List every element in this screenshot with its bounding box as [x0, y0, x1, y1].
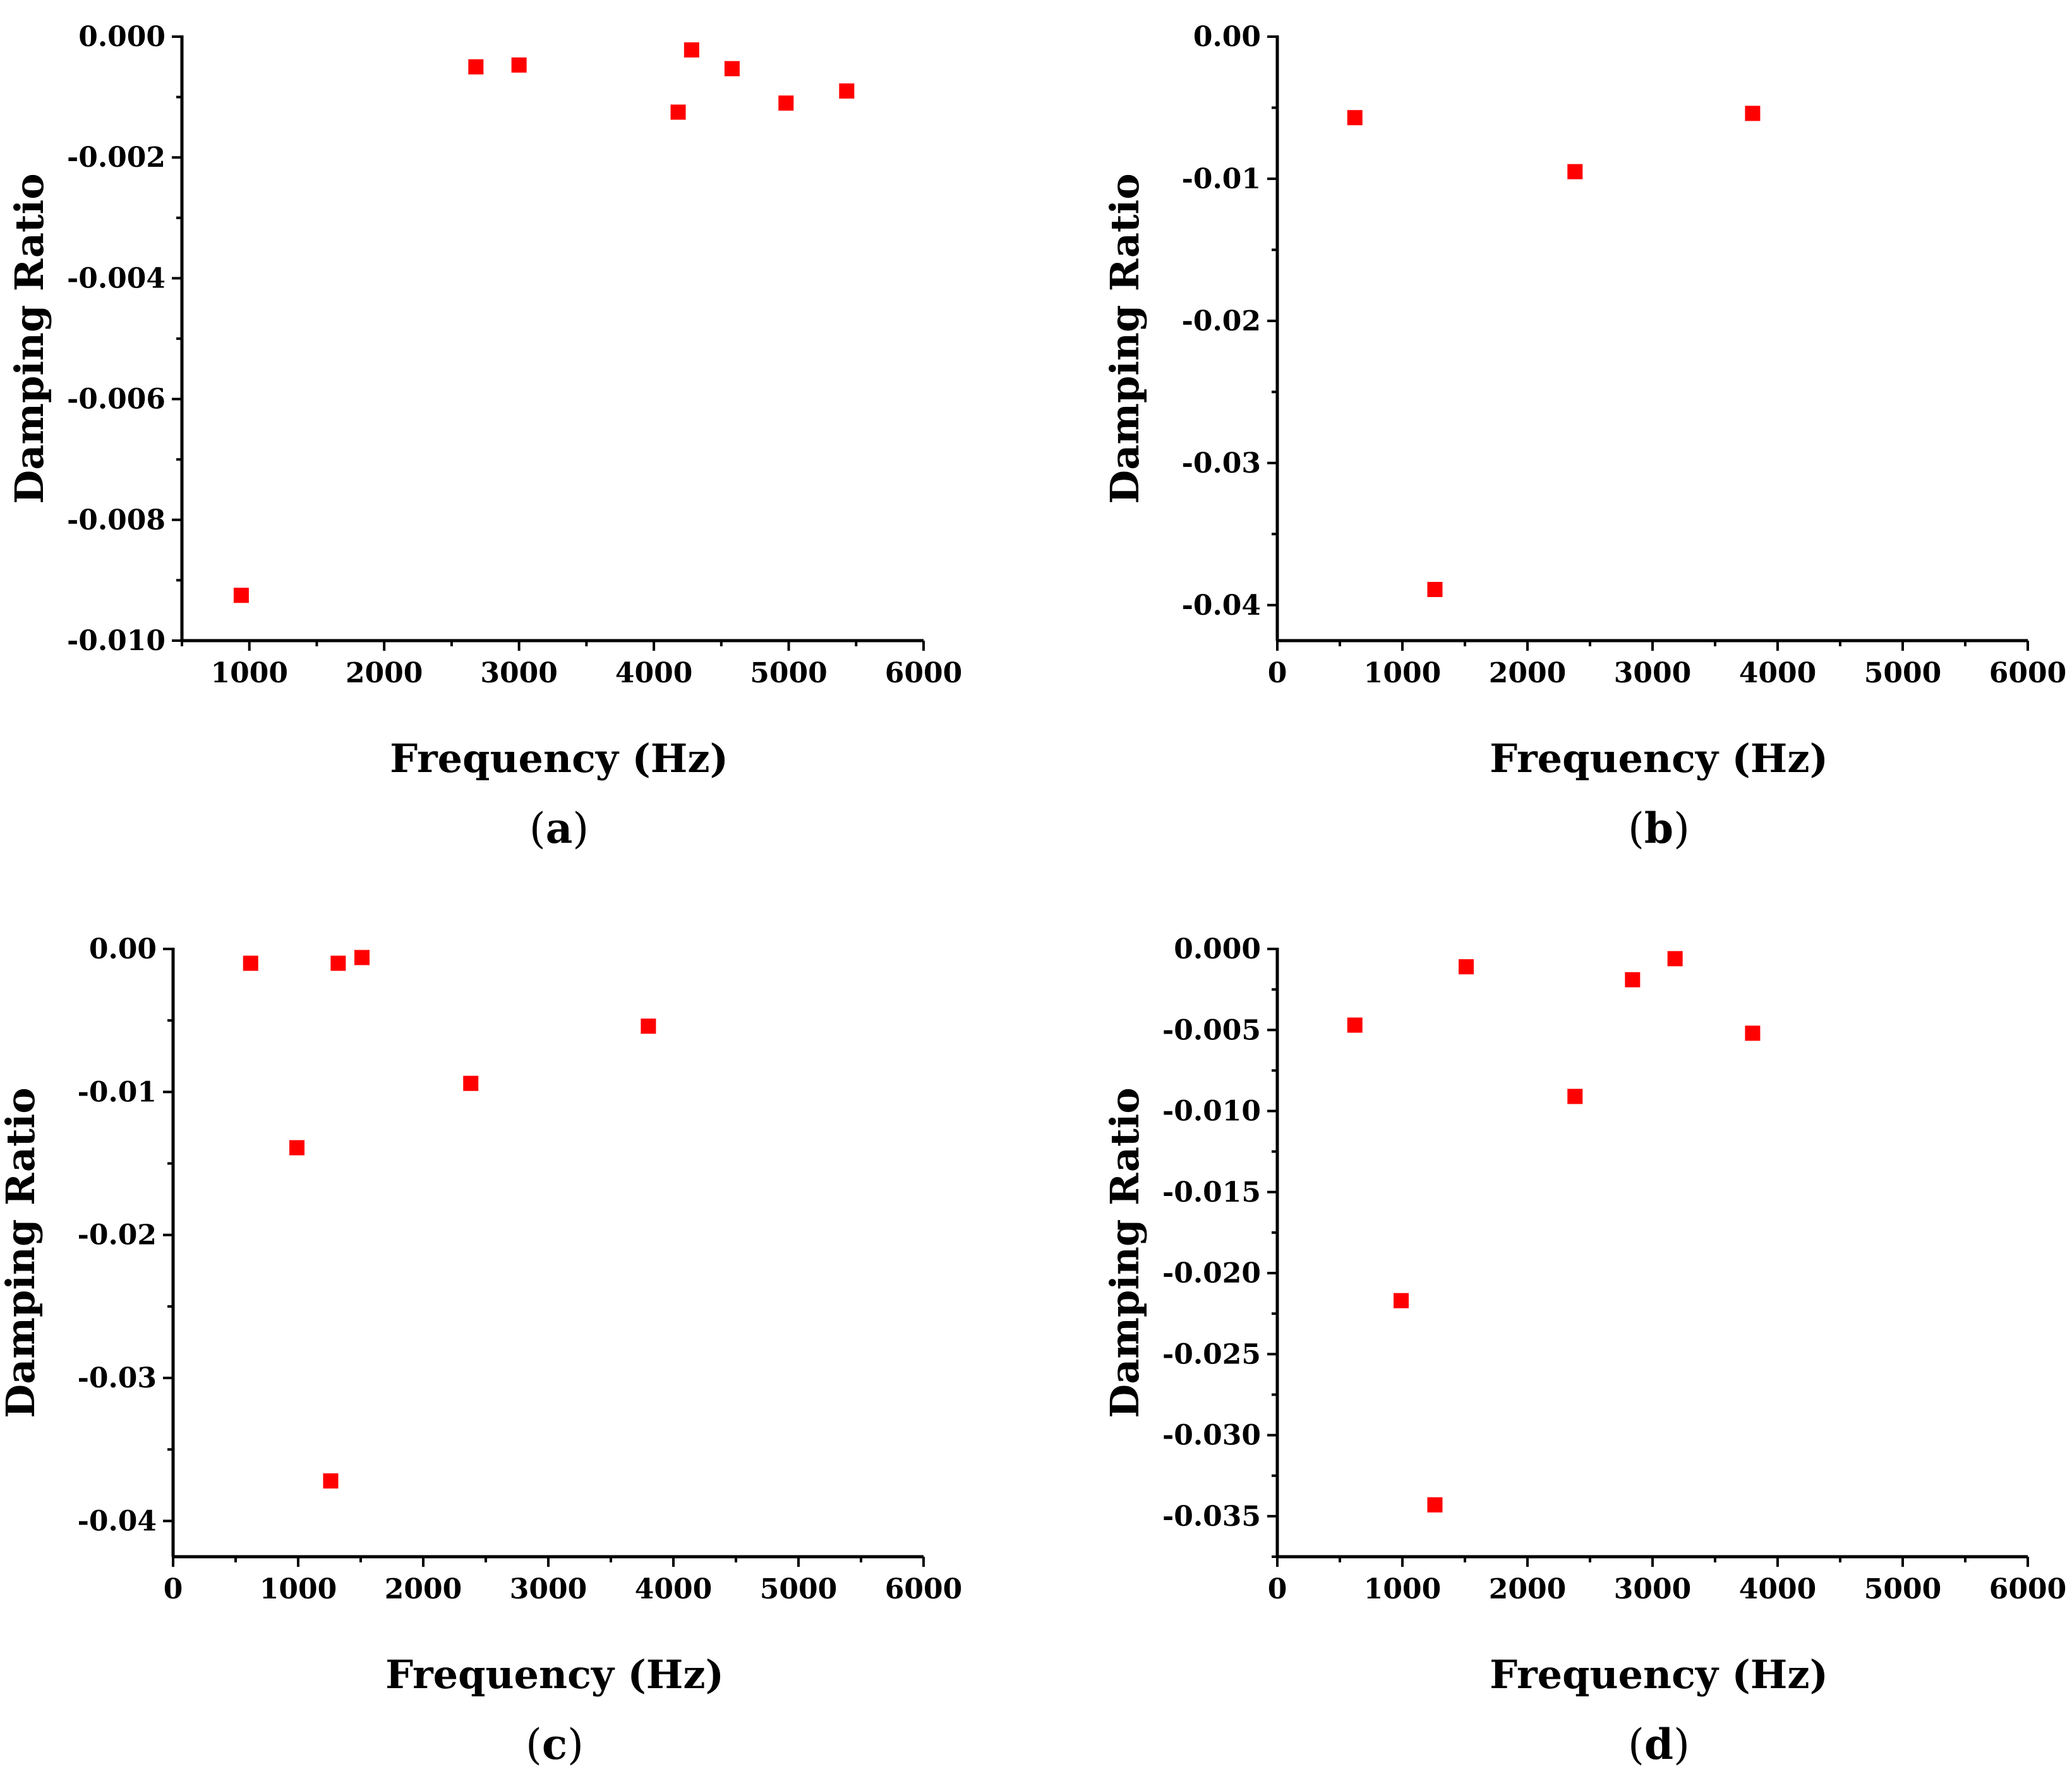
y-tick-label: -0.010: [1162, 1096, 1261, 1128]
data-point: [330, 955, 346, 971]
x-tick-label: 6000: [885, 1573, 962, 1605]
y-tick-label: -0.035: [1162, 1500, 1261, 1533]
y-tick-label: 0.00: [1193, 21, 1261, 53]
data-point: [289, 1140, 305, 1156]
data-point: [1745, 1025, 1761, 1041]
data-point: [1567, 1089, 1583, 1104]
x-tick-label: 4000: [635, 1573, 712, 1605]
x-tick-label: 4000: [1739, 1573, 1816, 1605]
data-point: [670, 104, 686, 120]
x-axis-title: Frequency (Hz): [390, 735, 728, 782]
y-tick-label: -0.025: [1162, 1338, 1261, 1370]
x-tick-label: 3000: [1614, 1573, 1691, 1605]
y-tick-label: -0.02: [78, 1219, 157, 1252]
x-tick-label: 6000: [885, 657, 962, 689]
data-point: [1458, 959, 1474, 975]
x-tick-label: 1000: [210, 657, 287, 689]
y-tick-label: 0.000: [78, 21, 166, 53]
y-axis-title: Damping Ratio: [1102, 1087, 1148, 1418]
data-point: [684, 42, 699, 58]
data-point: [468, 59, 484, 75]
y-tick-label: -0.002: [67, 142, 166, 174]
data-point: [839, 83, 855, 99]
data-point: [354, 950, 370, 965]
x-tick-label: 5000: [1864, 657, 1941, 689]
data-point: [243, 955, 258, 971]
y-tick-label: -0.006: [67, 383, 166, 416]
data-point: [1567, 164, 1583, 179]
y-tick-label: 0.00: [89, 933, 157, 965]
panel-d: 0 1000 2000 3000 4000 5000 6000 0.000 -0.005 -0.0…: [1102, 933, 2066, 1769]
data-point: [1394, 1293, 1409, 1308]
y-tick-label: -0.015: [1162, 1176, 1261, 1209]
data-point: [511, 57, 527, 73]
x-tick-label: 3000: [510, 1573, 587, 1605]
x-axis-title: Frequency (Hz): [1490, 735, 1828, 782]
x-tick-label: 6000: [1989, 1573, 2066, 1605]
y-axis-title: Damping Ratio: [6, 173, 52, 504]
data-point: [1347, 110, 1363, 126]
y-axis-title: Damping Ratio: [1102, 173, 1148, 504]
x-tick-label: 0: [1268, 1573, 1287, 1605]
y-tick-label: -0.02: [1182, 305, 1261, 337]
data-point: [1625, 972, 1641, 987]
y-tick-label: -0.03: [78, 1362, 157, 1394]
y-tick-label: -0.020: [1162, 1257, 1261, 1289]
y-tick-label: -0.01: [78, 1076, 157, 1108]
x-axis-title: Frequency (Hz): [1490, 1651, 1828, 1698]
panel-label: (d): [1628, 1720, 1690, 1769]
x-tick-label: 1000: [1364, 1573, 1441, 1605]
data-point: [233, 588, 249, 603]
panel-c: 0 1000 2000 3000 4000 5000 6000 0.00 -0.01 -0.02 -…: [0, 933, 962, 1769]
x-tick-label: 3000: [1614, 657, 1691, 689]
y-tick-label: -0.005: [1162, 1014, 1261, 1046]
data-point: [1667, 951, 1683, 967]
data-point: [463, 1075, 479, 1091]
x-tick-label: 1000: [260, 1573, 337, 1605]
y-tick-label: -0.03: [1182, 447, 1261, 480]
x-tick-label: 4000: [1739, 657, 1816, 689]
y-tick-label: -0.01: [1182, 163, 1261, 195]
x-tick-label: 2000: [346, 657, 423, 689]
x-tick-label: 1000: [1364, 657, 1441, 689]
data-point: [1347, 1017, 1363, 1033]
panel-label: (b): [1628, 804, 1690, 853]
data-point: [1427, 1497, 1443, 1512]
panel-b: 0 1000 2000 3000 4000 5000 6000 0.00 -0.01 -0.02 -…: [1102, 21, 2066, 853]
x-tick-label: 3000: [480, 657, 557, 689]
y-tick-label: -0.004: [67, 262, 166, 294]
x-tick-label: 5000: [1864, 1573, 1941, 1605]
y-tick-label: -0.030: [1162, 1420, 1261, 1452]
x-tick-label: 2000: [1489, 657, 1566, 689]
x-tick-label: 4000: [615, 657, 692, 689]
x-tick-label: 2000: [385, 1573, 462, 1605]
data-point: [323, 1473, 339, 1489]
y-tick-label: -0.010: [67, 625, 166, 657]
x-axis-title: Frequency (Hz): [385, 1651, 724, 1698]
x-tick-label: 0: [164, 1573, 183, 1605]
y-tick-label: -0.04: [78, 1505, 157, 1537]
data-point: [778, 95, 794, 111]
x-tick-label: 5000: [750, 657, 827, 689]
y-axis-title: Damping Ratio: [0, 1087, 44, 1418]
panel-label: (c): [526, 1720, 584, 1769]
x-tick-label: 0: [1268, 657, 1287, 689]
panel-label: (a): [529, 804, 589, 853]
x-tick-label: 5000: [760, 1573, 837, 1605]
x-tick-label: 6000: [1989, 657, 2066, 689]
data-point: [1745, 106, 1761, 121]
data-point: [641, 1018, 656, 1034]
data-point: [724, 61, 740, 76]
y-tick-label: 0.000: [1174, 933, 1261, 965]
panel-a: 1000 2000 3000 4000 5000 6000 0.000 -0.002 -0.00…: [6, 21, 962, 853]
y-tick-label: -0.008: [67, 504, 166, 536]
data-point: [1427, 582, 1443, 598]
y-tick-label: -0.04: [1182, 589, 1261, 622]
x-tick-label: 2000: [1489, 1573, 1566, 1605]
